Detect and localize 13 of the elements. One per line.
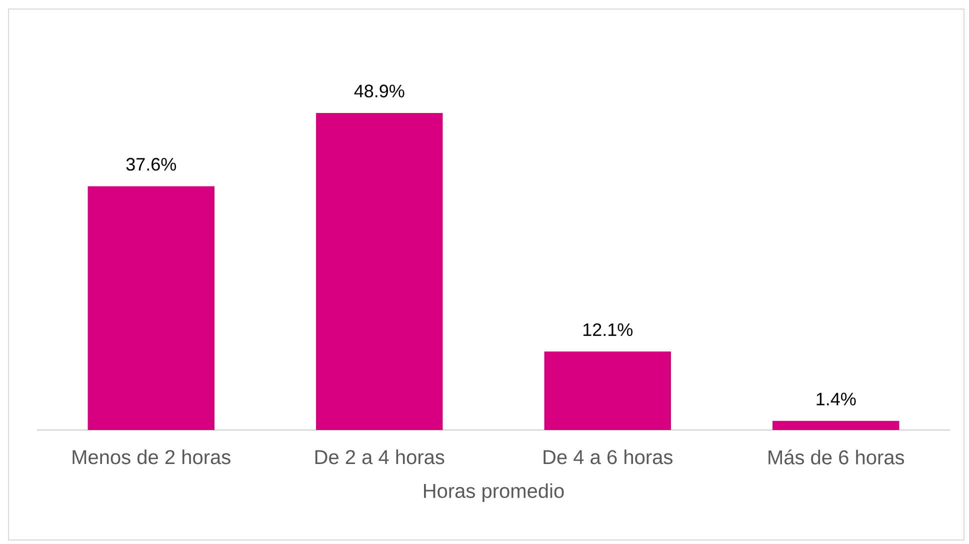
x-tick-label: De 4 a 6 horas: [544, 450, 672, 464]
bar: [544, 352, 671, 430]
x-tick-label: De 2 a 4 horas: [315, 450, 444, 464]
data-label: 37.6%: [126, 158, 176, 171]
data-label: 48.9%: [354, 84, 404, 98]
x-axis-title: Horas promedio: [424, 483, 564, 502]
data-label: 12.1%: [583, 323, 633, 336]
x-tick-label: Menos de 2 horas: [72, 450, 230, 464]
data-label: 1.4%: [816, 392, 856, 406]
bar: [88, 186, 214, 430]
bar: [316, 112, 443, 430]
x-tick-label: Más de 6 horas: [768, 450, 904, 464]
bar: [772, 420, 900, 430]
